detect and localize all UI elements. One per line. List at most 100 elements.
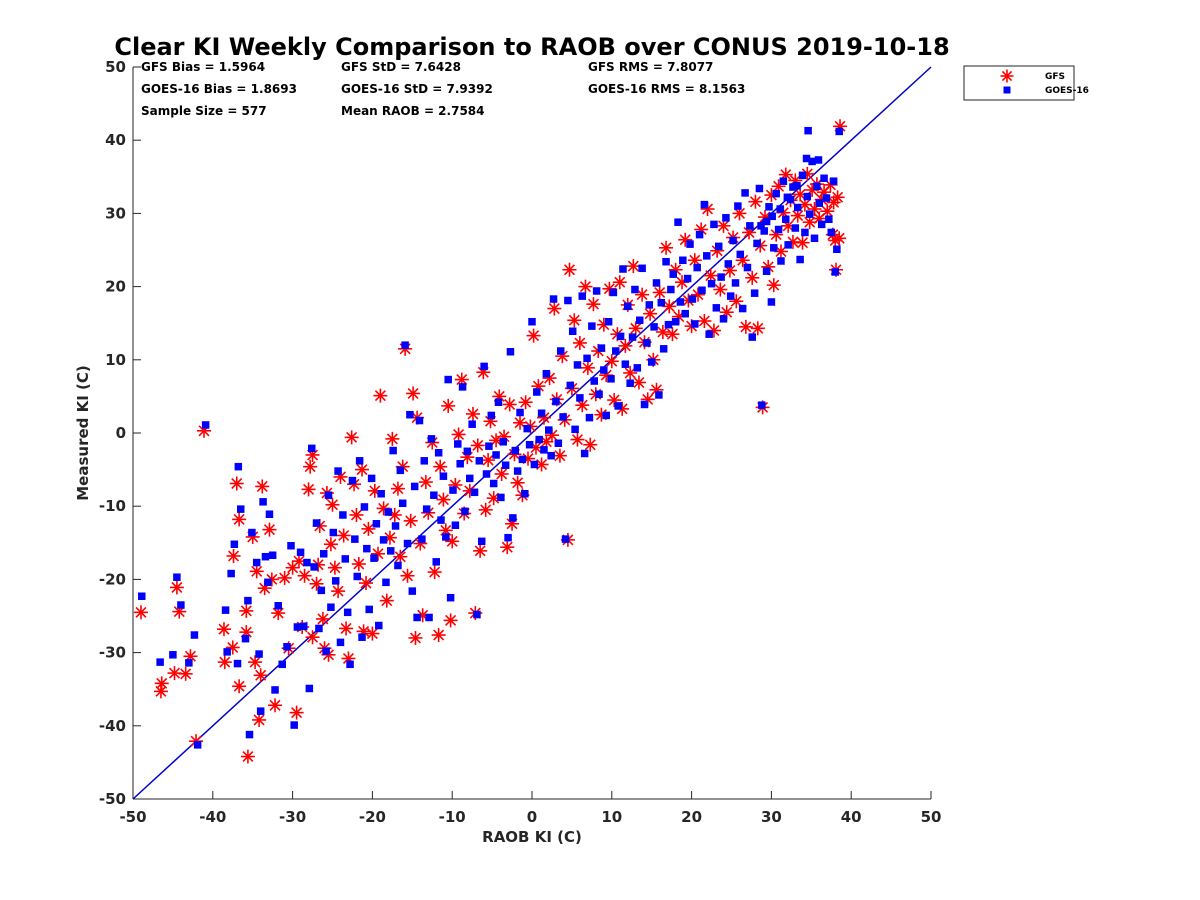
goes16-point	[324, 491, 333, 499]
goes16-point	[545, 426, 553, 434]
gfs-point	[526, 328, 541, 343]
gfs-point	[738, 319, 753, 334]
goes16-point	[731, 279, 740, 287]
gfs-point	[336, 528, 351, 543]
legend-box	[963, 65, 1075, 101]
gfs-point	[361, 521, 376, 536]
goes16-point	[624, 302, 632, 311]
gfs-point	[408, 630, 423, 645]
goes16-point	[815, 199, 824, 207]
goes16-point	[185, 659, 193, 667]
goes16-point	[607, 375, 615, 383]
goes16-point	[372, 520, 381, 528]
x-tick-label: -50	[119, 808, 146, 826]
goes16-point	[287, 541, 295, 550]
goes16-point	[384, 508, 393, 516]
goes16-point	[201, 421, 210, 429]
y-ticks: -50 -40 -30 -20 -10 0 10 20 30 40 50	[99, 58, 141, 808]
goes16-point	[783, 193, 792, 202]
goes16-point	[403, 539, 412, 548]
goes16-point	[829, 177, 838, 185]
goes16-point	[683, 274, 692, 283]
goes16-point	[552, 397, 560, 406]
goes16-point	[475, 457, 484, 465]
goes16-point	[454, 440, 462, 448]
gfs-point	[567, 313, 582, 328]
legend-goes16-marker	[1003, 86, 1011, 94]
legend-gfs-label: GFS	[1045, 72, 1065, 82]
gfs-point	[626, 259, 641, 274]
goes16-point	[638, 264, 646, 273]
goes16-point	[458, 383, 467, 391]
goes16-point	[585, 413, 594, 422]
goes16-point	[528, 317, 536, 326]
x-tick-label: -10	[439, 808, 466, 826]
goes16-point	[256, 707, 265, 715]
goes16-point	[451, 521, 460, 529]
goes16-point	[230, 540, 239, 549]
x-tick-label: -20	[359, 808, 386, 826]
goes16-point	[427, 435, 436, 443]
goes16-point	[700, 200, 709, 209]
goes16-point	[705, 330, 713, 338]
gfs-point	[325, 497, 340, 512]
goes16-point	[776, 205, 784, 213]
goes16-point	[564, 296, 572, 305]
goes16-point	[777, 257, 785, 265]
goes16-point	[686, 240, 694, 248]
goes16-point	[446, 593, 455, 602]
gfs-point	[240, 749, 255, 764]
gfs-point	[427, 565, 442, 580]
goes16-point	[695, 230, 704, 239]
goes16-point	[322, 647, 330, 655]
goes16-point	[308, 444, 316, 453]
goes16-point	[722, 214, 730, 222]
gfs-point	[133, 605, 148, 620]
goes16-point	[576, 394, 584, 402]
goes16-point	[444, 375, 452, 384]
goes16-point	[676, 298, 685, 306]
goes16-point	[724, 260, 733, 268]
gfs-point	[301, 482, 316, 497]
goes16-point	[688, 295, 697, 303]
goes16-point	[265, 510, 274, 519]
goes16-point	[504, 533, 512, 542]
goes16-point	[609, 288, 618, 297]
goes16-point	[681, 309, 689, 318]
x-tick-label: 40	[841, 808, 862, 826]
goes16-point	[793, 203, 802, 212]
goes16-point	[525, 440, 534, 449]
goes16-point	[614, 402, 622, 410]
goes16-point	[537, 409, 546, 417]
goes16-point	[600, 366, 608, 374]
goes16-point	[804, 126, 812, 135]
goes16-point	[640, 400, 649, 409]
gfs-point	[232, 512, 247, 527]
gfs-point	[255, 479, 270, 494]
gfs-point	[285, 560, 300, 575]
x-tick-label: -40	[199, 808, 226, 826]
goes16-point	[485, 442, 493, 450]
gfs-point	[832, 231, 847, 246]
goes16-point	[391, 522, 400, 530]
gfs-point	[323, 537, 338, 552]
gfs-point	[379, 593, 394, 608]
gfs-point	[583, 437, 598, 452]
gfs-point	[400, 568, 415, 583]
gfs-point	[365, 626, 380, 641]
gfs-point	[370, 546, 385, 561]
y-tick-label: -10	[99, 497, 126, 515]
goes16-point	[173, 573, 181, 581]
y-tick-label: -20	[99, 570, 126, 588]
gfs-point	[344, 430, 359, 445]
goes16-point	[813, 182, 821, 191]
gfs-point	[502, 397, 517, 412]
gfs-point	[178, 666, 193, 681]
gfs-point	[618, 338, 633, 353]
goes16-point	[377, 490, 385, 498]
gfs-point	[385, 431, 400, 446]
goes16-point	[802, 154, 811, 163]
goes16-point	[750, 289, 759, 297]
goes16-point	[406, 410, 414, 419]
